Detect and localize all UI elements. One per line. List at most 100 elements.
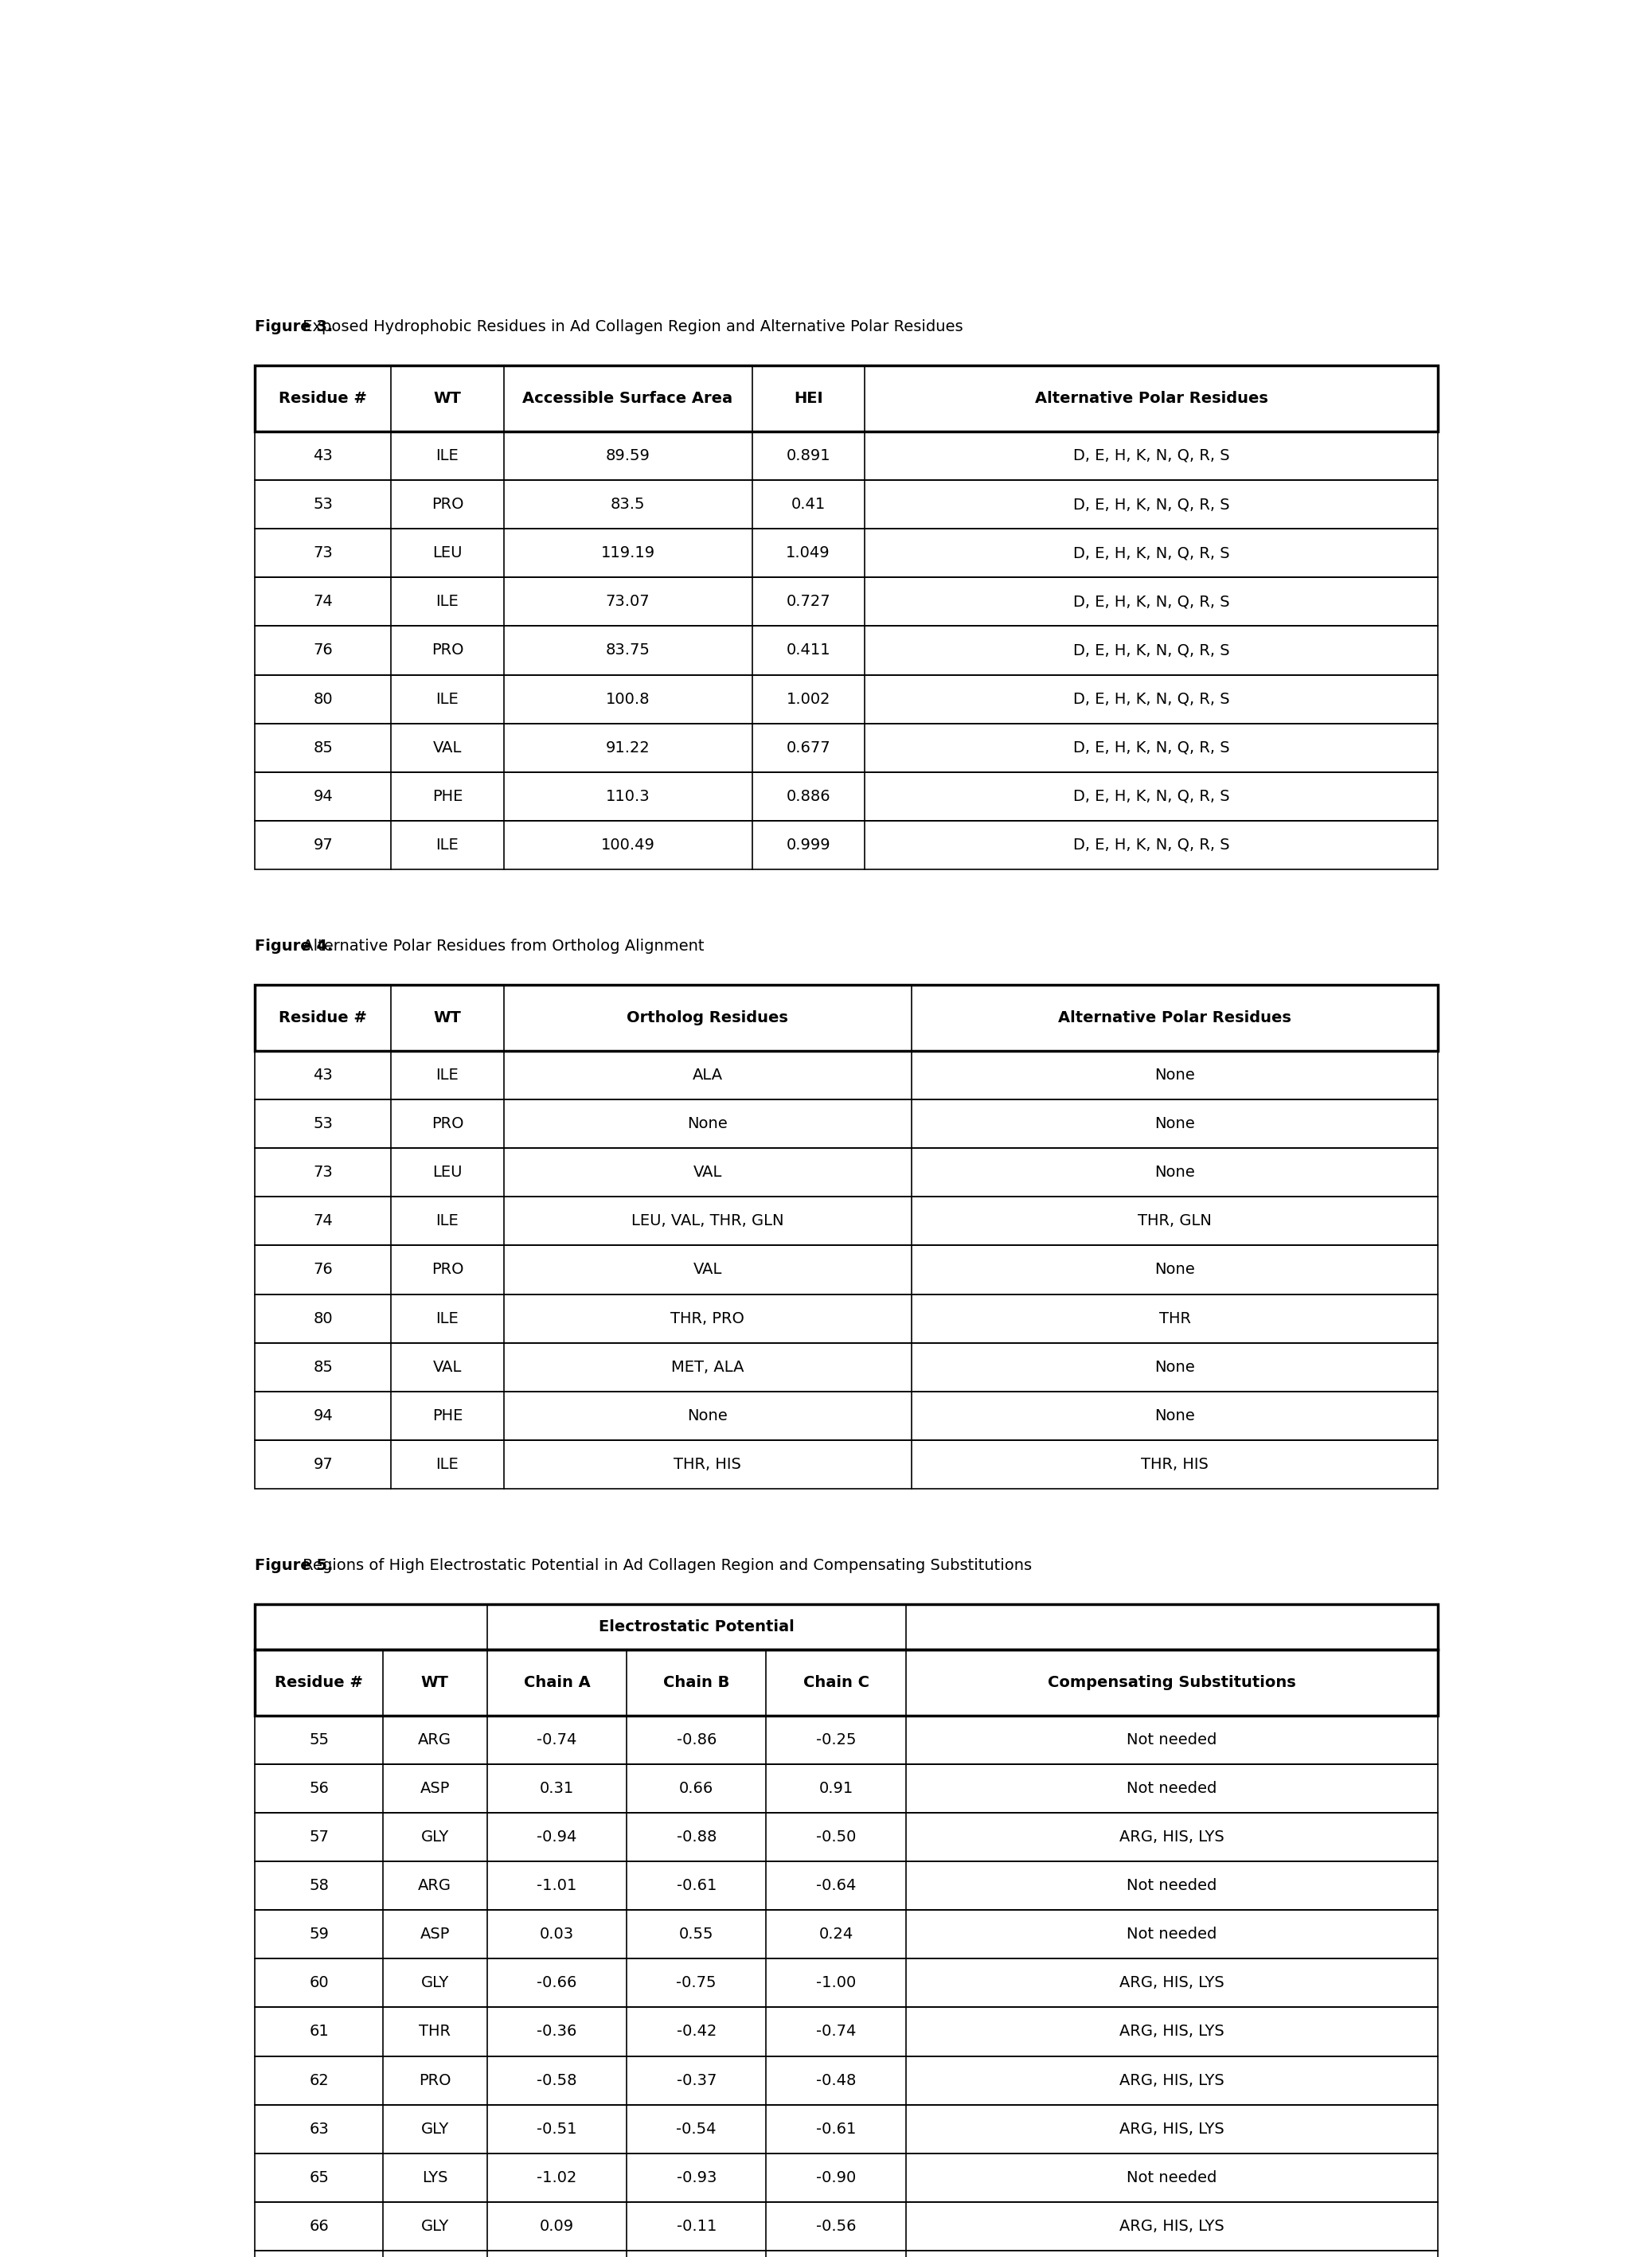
Text: Chain B: Chain B xyxy=(662,1675,730,1690)
Text: ARG, HIS, LYS: ARG, HIS, LYS xyxy=(1120,2219,1224,2234)
Text: THR: THR xyxy=(1160,1311,1191,1327)
Text: -0.61: -0.61 xyxy=(676,1878,717,1894)
Text: -1.02: -1.02 xyxy=(537,2169,577,2185)
Text: 0.91: 0.91 xyxy=(819,1781,852,1797)
Text: ARG, HIS, LYS: ARG, HIS, LYS xyxy=(1120,2122,1224,2137)
Text: 74: 74 xyxy=(314,594,334,609)
Text: ARG, HIS, LYS: ARG, HIS, LYS xyxy=(1120,1830,1224,1844)
Bar xyxy=(254,1959,1439,2006)
Text: 80: 80 xyxy=(314,1311,334,1327)
Text: WT: WT xyxy=(421,1675,449,1690)
Text: None: None xyxy=(1155,1408,1194,1424)
Bar xyxy=(254,2153,1439,2203)
Text: WT: WT xyxy=(433,1011,461,1025)
Text: -0.48: -0.48 xyxy=(816,2072,856,2088)
Text: None: None xyxy=(1155,1165,1194,1180)
Text: GLY: GLY xyxy=(421,1830,449,1844)
Text: -1.01: -1.01 xyxy=(537,1878,577,1894)
Text: 43: 43 xyxy=(314,1068,334,1083)
Bar xyxy=(254,1293,1439,1343)
Text: 0.09: 0.09 xyxy=(540,2219,573,2234)
Text: D, E, H, K, N, Q, R, S: D, E, H, K, N, Q, R, S xyxy=(1074,546,1229,560)
Text: -1.00: -1.00 xyxy=(816,1975,856,1991)
Text: -0.88: -0.88 xyxy=(676,1830,717,1844)
Text: Accessible Surface Area: Accessible Surface Area xyxy=(522,390,733,406)
Text: 53: 53 xyxy=(314,1117,334,1131)
Text: D, E, H, K, N, Q, R, S: D, E, H, K, N, Q, R, S xyxy=(1074,594,1229,609)
Bar xyxy=(254,481,1439,528)
Text: 56: 56 xyxy=(309,1781,329,1797)
Text: -0.66: -0.66 xyxy=(537,1975,577,1991)
Text: GLY: GLY xyxy=(421,2219,449,2234)
Text: ASP: ASP xyxy=(420,1781,449,1797)
Text: 85: 85 xyxy=(314,740,334,756)
Text: PRO: PRO xyxy=(431,1262,464,1277)
Text: None: None xyxy=(1155,1117,1194,1131)
Text: 94: 94 xyxy=(314,1408,334,1424)
Text: -0.54: -0.54 xyxy=(676,2122,717,2137)
Text: 62: 62 xyxy=(309,2072,329,2088)
Text: THR, GLN: THR, GLN xyxy=(1138,1214,1213,1228)
Bar xyxy=(254,578,1439,625)
Bar xyxy=(254,724,1439,772)
Bar xyxy=(254,2203,1439,2250)
Text: Residue #: Residue # xyxy=(279,390,367,406)
Bar xyxy=(254,1650,1439,1715)
Text: WT: WT xyxy=(433,390,461,406)
Bar xyxy=(254,1343,1439,1390)
Text: 110.3: 110.3 xyxy=(606,788,649,803)
Text: -0.37: -0.37 xyxy=(676,2072,717,2088)
Text: THR: THR xyxy=(420,2025,451,2040)
Text: PHE: PHE xyxy=(433,788,463,803)
Text: None: None xyxy=(687,1117,729,1131)
Bar xyxy=(254,675,1439,724)
Text: ARG: ARG xyxy=(418,1878,451,1894)
Text: LEU: LEU xyxy=(433,546,463,560)
Text: 60: 60 xyxy=(309,1975,329,1991)
Text: 53: 53 xyxy=(314,497,334,512)
Text: Not needed: Not needed xyxy=(1127,1731,1218,1747)
Text: D, E, H, K, N, Q, R, S: D, E, H, K, N, Q, R, S xyxy=(1074,497,1229,512)
Text: D, E, H, K, N, Q, R, S: D, E, H, K, N, Q, R, S xyxy=(1074,691,1229,706)
Text: LEU, VAL, THR, GLN: LEU, VAL, THR, GLN xyxy=(631,1214,785,1228)
Text: None: None xyxy=(1155,1068,1194,1083)
Text: 80: 80 xyxy=(314,691,334,706)
Text: ASP: ASP xyxy=(420,1927,449,1941)
Bar xyxy=(254,1909,1439,1959)
Text: PRO: PRO xyxy=(431,1117,464,1131)
Text: D, E, H, K, N, Q, R, S: D, E, H, K, N, Q, R, S xyxy=(1074,643,1229,659)
Text: 57: 57 xyxy=(309,1830,329,1844)
Text: LYS: LYS xyxy=(421,2169,448,2185)
Text: 73.07: 73.07 xyxy=(606,594,649,609)
Text: Alternative Polar Residues: Alternative Polar Residues xyxy=(1034,390,1267,406)
Text: -0.36: -0.36 xyxy=(537,2025,577,2040)
Text: LEU: LEU xyxy=(433,1165,463,1180)
Text: Alternative Polar Residues from Ortholog Alignment: Alternative Polar Residues from Ortholog… xyxy=(297,939,704,955)
Text: 100.49: 100.49 xyxy=(601,837,654,853)
Text: Figure 4.: Figure 4. xyxy=(254,939,334,955)
Text: 58: 58 xyxy=(309,1878,329,1894)
Text: -0.86: -0.86 xyxy=(676,1731,717,1747)
Text: PRO: PRO xyxy=(431,643,464,659)
Text: 97: 97 xyxy=(314,1456,334,1472)
Text: 83.75: 83.75 xyxy=(606,643,649,659)
Bar xyxy=(254,1440,1439,1490)
Text: None: None xyxy=(1155,1262,1194,1277)
Text: 0.31: 0.31 xyxy=(540,1781,573,1797)
Text: Compensating Substitutions: Compensating Substitutions xyxy=(1047,1675,1297,1690)
Text: ARG, HIS, LYS: ARG, HIS, LYS xyxy=(1120,2072,1224,2088)
Text: D, E, H, K, N, Q, R, S: D, E, H, K, N, Q, R, S xyxy=(1074,449,1229,463)
Text: 65: 65 xyxy=(309,2169,329,2185)
Bar xyxy=(254,1812,1439,1862)
Bar xyxy=(254,984,1439,1052)
Text: ILE: ILE xyxy=(436,1456,459,1472)
Bar xyxy=(254,1862,1439,1909)
Text: Not needed: Not needed xyxy=(1127,2169,1218,2185)
Bar xyxy=(254,2056,1439,2106)
Text: 0.677: 0.677 xyxy=(786,740,831,756)
Text: 85: 85 xyxy=(314,1359,334,1375)
Text: -0.25: -0.25 xyxy=(816,1731,856,1747)
Text: 1.002: 1.002 xyxy=(786,691,831,706)
Text: 1.049: 1.049 xyxy=(786,546,831,560)
Bar xyxy=(254,2006,1439,2056)
